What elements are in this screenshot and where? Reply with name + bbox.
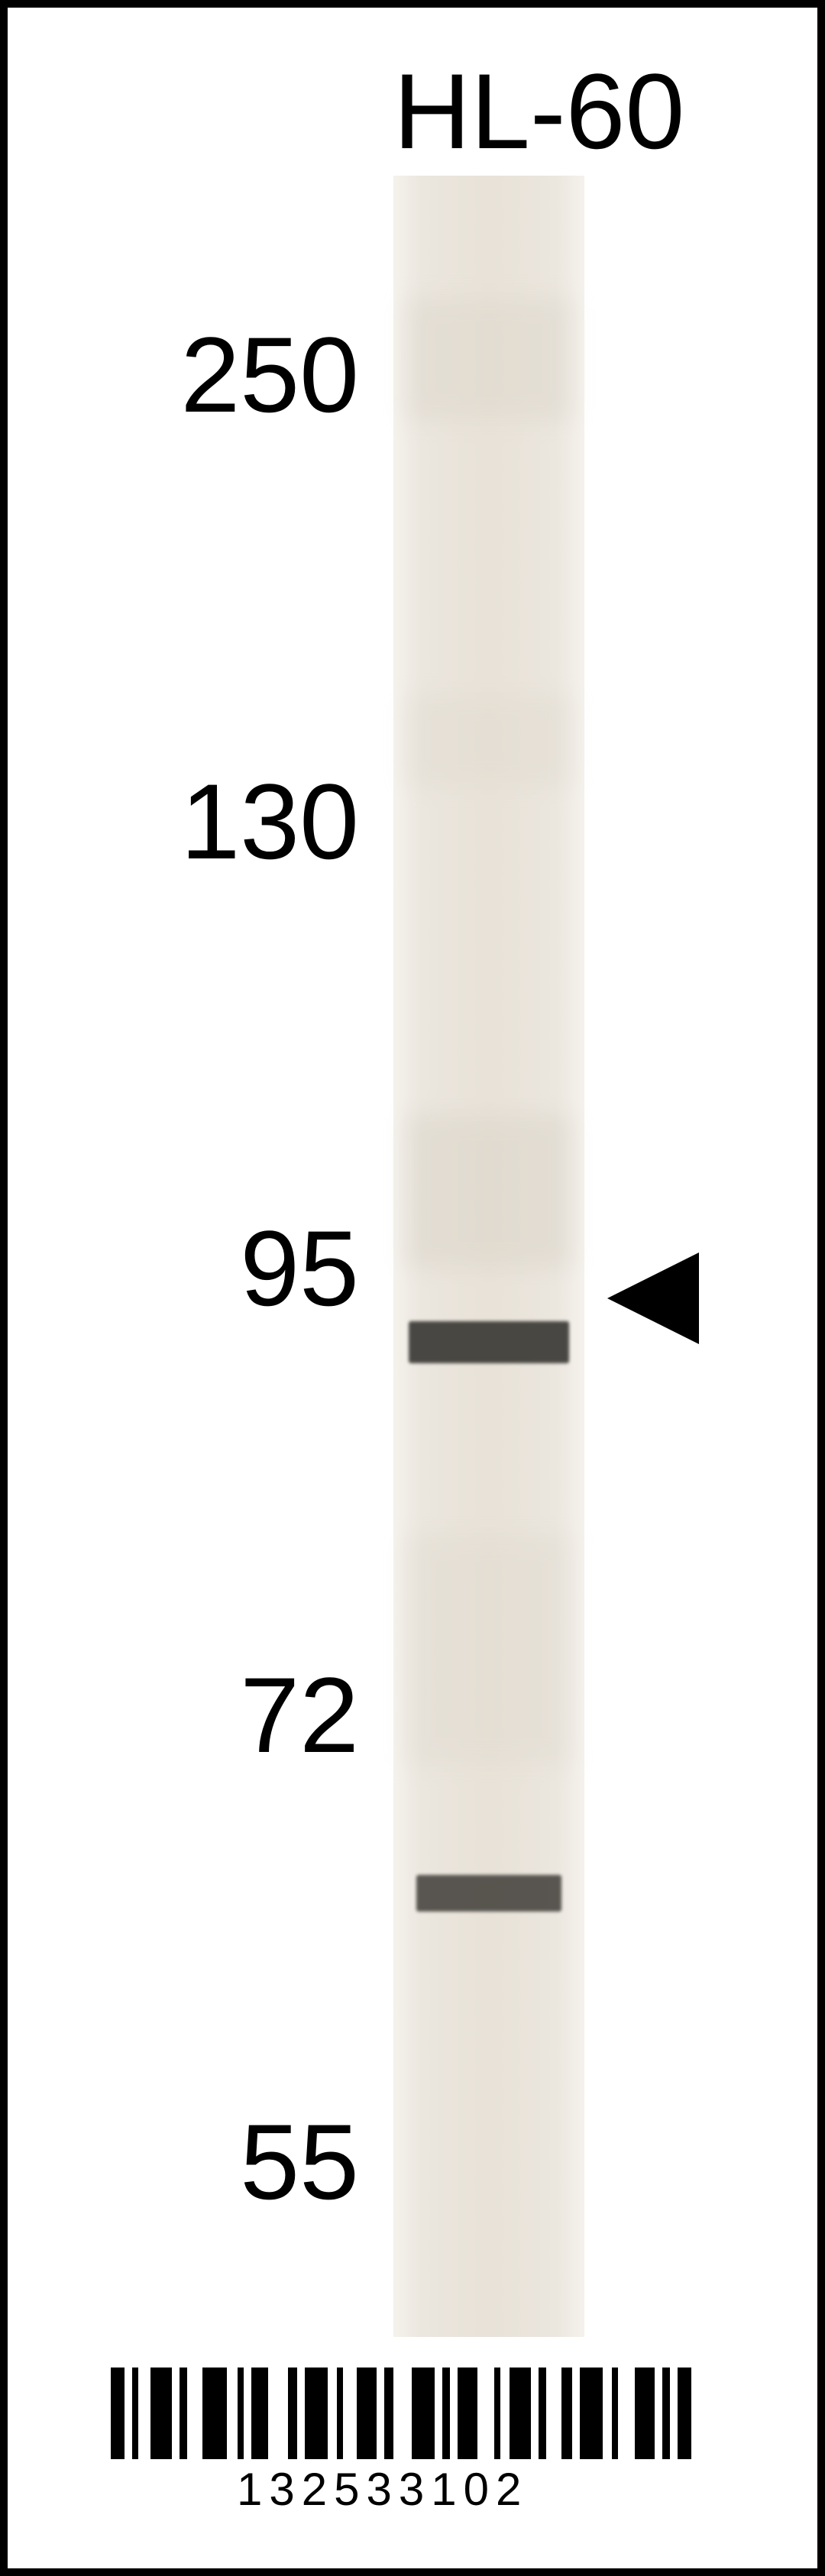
smear-3	[405, 1535, 573, 1764]
barcode-gap	[187, 2368, 202, 2459]
barcode-gap	[477, 2368, 494, 2459]
primary-band	[409, 1321, 569, 1363]
barcode-bar	[580, 2368, 603, 2459]
barcode	[111, 2368, 722, 2459]
barcode-gap	[377, 2368, 384, 2459]
barcode-gap	[618, 2368, 635, 2459]
barcode-gap	[297, 2368, 305, 2459]
barcode-gap	[125, 2368, 132, 2459]
barcode-gap	[343, 2368, 357, 2459]
barcode-bar	[458, 2368, 477, 2459]
barcode-bar	[510, 2368, 531, 2459]
barcode-bar	[150, 2368, 172, 2459]
barcode-gap	[572, 2368, 580, 2459]
barcode-gap	[500, 2368, 510, 2459]
mw-marker-250: 250	[8, 313, 359, 437]
barcode-gap	[670, 2368, 678, 2459]
barcode-bar	[305, 2368, 328, 2459]
barcode-bar	[442, 2368, 450, 2459]
barcode-gap	[603, 2368, 612, 2459]
barcode-bar	[251, 2368, 268, 2459]
barcode-gap	[393, 2368, 412, 2459]
secondary-band	[416, 1875, 561, 1912]
mw-marker-72: 72	[8, 1653, 359, 1777]
barcode-bar	[678, 2368, 691, 2459]
barcode-bar	[288, 2368, 297, 2459]
barcode-gap	[138, 2368, 150, 2459]
mw-marker-95: 95	[8, 1207, 359, 1330]
barcode-bar	[180, 2368, 187, 2459]
barcode-gap	[227, 2368, 238, 2459]
mw-marker-55: 55	[8, 2100, 359, 2224]
barcode-gap	[450, 2368, 458, 2459]
barcode-number: 132533102	[237, 2463, 528, 2516]
barcode-bar	[539, 2368, 546, 2459]
barcode-bar	[662, 2368, 670, 2459]
barcode-bar	[337, 2368, 343, 2459]
smear-2	[405, 1115, 573, 1268]
barcode-gap	[244, 2368, 251, 2459]
smear-1	[405, 695, 573, 787]
smear-0	[405, 298, 573, 420]
indicator-arrow-icon	[607, 1252, 699, 1344]
blot-figure-frame: HL-60 250 130 95 72 55 132533102	[0, 0, 825, 2576]
barcode-bar	[357, 2368, 377, 2459]
mw-marker-130: 130	[8, 760, 359, 884]
barcode-bar	[132, 2368, 138, 2459]
barcode-gap	[328, 2368, 337, 2459]
barcode-bar	[635, 2368, 655, 2459]
lane-label: HL-60	[393, 50, 684, 173]
barcode-bar	[612, 2368, 618, 2459]
barcode-gap	[172, 2368, 180, 2459]
barcode-bar	[561, 2368, 572, 2459]
barcode-gap	[531, 2368, 539, 2459]
barcode-bar	[412, 2368, 435, 2459]
barcode-bar	[111, 2368, 125, 2459]
barcode-bar	[494, 2368, 500, 2459]
barcode-bar	[202, 2368, 227, 2459]
barcode-gap	[435, 2368, 442, 2459]
barcode-bar	[384, 2368, 393, 2459]
barcode-gap	[268, 2368, 288, 2459]
barcode-gap	[546, 2368, 561, 2459]
barcode-gap	[655, 2368, 662, 2459]
barcode-bar	[238, 2368, 244, 2459]
